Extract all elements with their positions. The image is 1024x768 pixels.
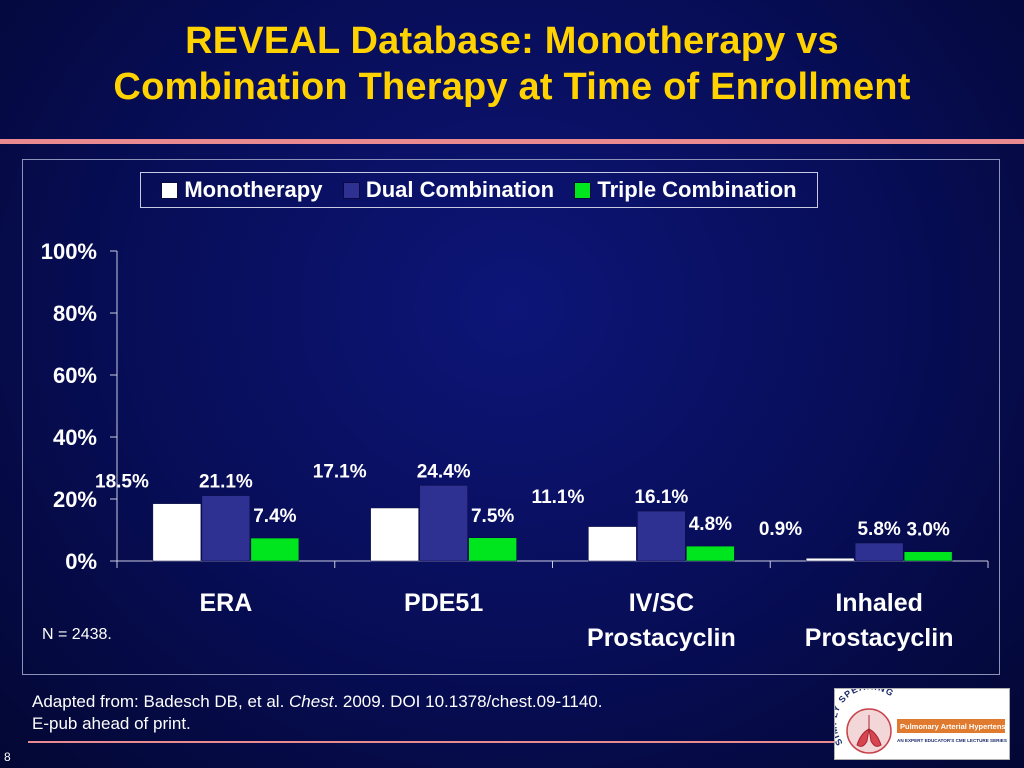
- bar-dual-combination: [201, 495, 251, 562]
- source-prefix: Adapted from: Badesch DB, et al.: [32, 692, 290, 711]
- slide-title-line-1: REVEAL Database: Monotherapy vs: [185, 20, 839, 62]
- legend-swatch-triple-combination: [574, 181, 592, 199]
- legend-label-dual-combination: Dual Combination: [365, 177, 555, 202]
- data-label-triple-combination: 7.5%: [471, 506, 514, 527]
- legend-label-monotherapy: Monotherapy: [184, 177, 323, 202]
- x-category-label: IV/SC: [629, 589, 694, 617]
- legend-item-dual-combination: Dual Combination: [342, 177, 555, 203]
- data-label-triple-combination: 4.8%: [689, 514, 732, 535]
- data-label-monotherapy: 18.5%: [95, 472, 149, 493]
- y-tick-label: 80%: [53, 301, 97, 326]
- bar-monotherapy: [588, 526, 637, 562]
- source-journal: Chest: [289, 692, 334, 711]
- bar-monotherapy: [370, 507, 419, 562]
- legend-label-triple-combination: Triple Combination: [597, 177, 797, 202]
- x-category-label: PDE51: [404, 589, 483, 617]
- data-label-dual-combination: 5.8%: [857, 519, 900, 540]
- x-category-label: Inhaled: [835, 589, 923, 617]
- legend-swatch-monotherapy: [161, 181, 179, 199]
- x-category-label: ERA: [199, 589, 252, 617]
- simply-speaking-logo: SIMPLY SPEAKING Pulmonary Arterial Hyper…: [828, 681, 1017, 760]
- logo-subtitle: Pulmonary Arterial Hypertension: [900, 722, 1009, 731]
- slide-title-line-2: Combination Therapy at Time of Enrollmen…: [113, 66, 911, 108]
- bar-triple-combination: [468, 537, 517, 562]
- data-label-triple-combination: 3.0%: [906, 520, 949, 541]
- bar-dual-combination: [854, 542, 904, 562]
- x-category-label: Prostacyclin: [587, 624, 736, 652]
- data-label-triple-combination: 7.4%: [253, 506, 296, 527]
- data-label-monotherapy: 11.1%: [532, 487, 585, 508]
- y-tick-label: 40%: [53, 425, 97, 450]
- data-label-dual-combination: 21.1%: [199, 472, 253, 493]
- y-tick-label: 100%: [41, 239, 97, 264]
- data-label-monotherapy: 0.9%: [759, 519, 802, 540]
- legend-item-monotherapy: Monotherapy: [161, 177, 322, 203]
- source-line-2: E-pub ahead of print.: [32, 714, 191, 733]
- bar-monotherapy: [152, 503, 202, 562]
- lungs-logo-icon: SIMPLY SPEAKING Pulmonary Arterial Hyper…: [828, 681, 1017, 754]
- title-divider: [0, 139, 1024, 144]
- footer-divider: [28, 741, 838, 743]
- bar-triple-combination: [686, 545, 735, 562]
- bar-triple-combination: [250, 537, 300, 562]
- bar-monotherapy: [805, 557, 855, 562]
- data-label-dual-combination: 16.1%: [634, 487, 688, 508]
- chart-legend: Monotherapy Dual Combination Triple Comb…: [140, 172, 818, 208]
- source-line-1: Adapted from: Badesch DB, et al. Chest. …: [32, 691, 603, 713]
- legend-swatch-dual-combination: [342, 181, 360, 199]
- source-suffix: . 2009. DOI 10.1378/chest.09-1140.: [333, 692, 603, 711]
- x-category-label: Prostacyclin: [805, 624, 954, 652]
- source-citation: Adapted from: Badesch DB, et al. Chest. …: [32, 691, 603, 735]
- logo-tagline: AN EXPERT EDUCATOR'S CME LECTURE SERIES: [897, 738, 1007, 743]
- bar-dual-combination: [637, 510, 686, 562]
- bar-triple-combination: [903, 551, 953, 562]
- data-label-dual-combination: 24.4%: [417, 461, 471, 482]
- page-number: 8: [4, 750, 11, 764]
- legend-item-triple-combination: Triple Combination: [574, 177, 797, 203]
- y-tick-label: 20%: [53, 487, 97, 512]
- data-label-monotherapy: 17.1%: [313, 461, 367, 482]
- slide-title: REVEAL Database: Monotherapy vs Combinat…: [0, 18, 1024, 110]
- sample-size-note: N = 2438.: [42, 626, 112, 643]
- bar-dual-combination: [419, 485, 468, 562]
- y-tick-label: 60%: [53, 363, 97, 388]
- y-tick-label: 0%: [65, 549, 97, 574]
- chart-panel: [22, 159, 1000, 675]
